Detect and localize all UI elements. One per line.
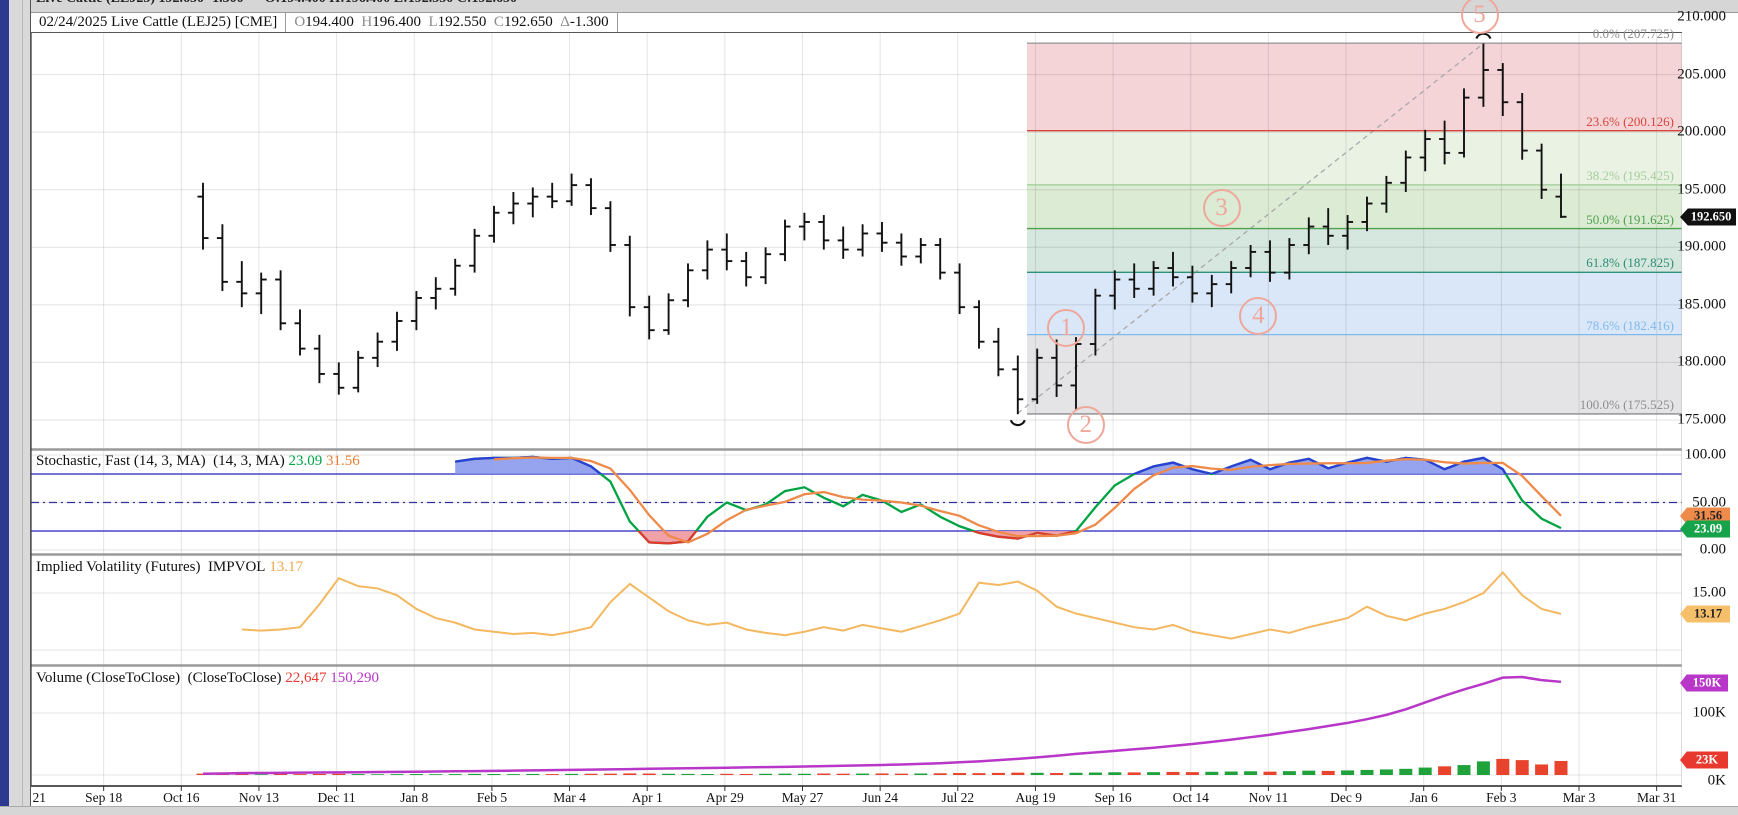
- delta-label: Δ: [560, 14, 570, 30]
- date-axis-label: Oct 16: [163, 790, 200, 805]
- date-axis-label: Feb 3: [1486, 790, 1517, 805]
- quote-date-instrument-cell: 02/24/2025 Live Cattle (LEJ25) [CME]: [31, 13, 287, 32]
- date-axis-label: May 27: [781, 790, 824, 805]
- low-value: 192.550: [437, 14, 487, 30]
- date-axis-label: Mar 3: [1562, 790, 1596, 805]
- price-axis-label: 175.000: [1677, 411, 1726, 428]
- date-axis-label: Apr 29: [705, 790, 744, 805]
- price-axis-label: 200.000: [1677, 123, 1726, 140]
- implied-vol-panel-header: Implied Volatility (Futures) IMPVOL 13.1…: [36, 559, 303, 576]
- fibonacci-level-label: 23.6% (200.126): [1586, 113, 1674, 129]
- price-axis-label: 190.000: [1677, 238, 1726, 255]
- elliott-wave-label[interactable]: 3: [1202, 189, 1241, 228]
- fibonacci-level-label: 50.0% (191.625): [1586, 211, 1674, 227]
- implied-vol-axis-label: 15.00: [1692, 584, 1726, 601]
- price-axis-label: 210.000: [1677, 8, 1726, 25]
- price-axis-label: 195.000: [1677, 181, 1726, 198]
- window-title-text: Live Cattle (LEJ25) 192.650 -1.300 O:194…: [36, 0, 517, 7]
- quote-empty-cell: [618, 13, 1682, 32]
- elliott-wave-label[interactable]: 2: [1066, 405, 1105, 444]
- elliott-wave-label[interactable]: 1: [1047, 308, 1086, 347]
- elliott-wave-label[interactable]: 4: [1239, 297, 1278, 336]
- implied-vol-code: IMPVOL: [207, 559, 266, 575]
- volume-axis-label: 0K: [1707, 772, 1726, 789]
- quote-ohlc-cell: O 194.400 H 196.400 L 192.550 C 192.650 Δ -1.…: [286, 13, 618, 32]
- cumulative-volume-value: 150,290: [330, 670, 380, 686]
- bottom-chrome-strip: [0, 806, 1738, 815]
- date-axis-label: Aug 19: [1015, 790, 1056, 805]
- high-value: 196.400: [372, 14, 421, 30]
- date-axis-label: Apr 1: [631, 790, 663, 805]
- date-axis-label: Jul 22: [941, 790, 975, 805]
- fibonacci-level-label: 38.2% (195.425): [1586, 167, 1674, 183]
- date-axis-label: Jan 6: [1409, 790, 1438, 805]
- right-axis-column: [1682, 13, 1738, 806]
- delta-value: -1.300: [569, 14, 609, 30]
- quote-instrument: Live Cattle (LEJ25) [CME]: [111, 14, 278, 30]
- open-value: 194.400: [305, 14, 354, 30]
- close-label: C: [493, 14, 504, 30]
- date-axis-label: Feb 5: [476, 790, 508, 805]
- stochastic-d-value: 31.56: [326, 453, 360, 469]
- cumulative-volume-badge: 150K: [1680, 674, 1728, 692]
- date-axis-label: Jun 24: [862, 790, 898, 805]
- volume-panel-header: Volume (CloseToClose) (CloseToClose) 22,…: [36, 670, 379, 687]
- volume-params: (CloseToClose): [187, 670, 282, 686]
- quote-header-row: 02/24/2025 Live Cattle (LEJ25) [CME] O 19…: [31, 13, 1682, 33]
- volume-value: 22,647: [285, 670, 327, 686]
- date-axis-label: Mar 31: [1636, 790, 1677, 805]
- volume-axis-label: 100K: [1692, 704, 1726, 721]
- stochastic-params: (14, 3, MA): [213, 453, 285, 469]
- stochastic-panel-header: Stochastic, Fast (14, 3, MA) (14, 3, MA)…: [36, 453, 360, 470]
- stochastic-axis-label: 100.00: [1684, 446, 1726, 463]
- left-edge-strip: [0, 0, 9, 815]
- date-axis-label: Sep 18: [85, 790, 123, 805]
- date-axis-label: Dec 11: [317, 790, 356, 805]
- fibonacci-level-label: 0.0% (207.725): [1592, 26, 1674, 42]
- stochastic-k-badge: 23.09: [1680, 520, 1730, 538]
- volume-title: Volume (CloseToClose): [36, 670, 181, 686]
- high-label: H: [361, 14, 373, 30]
- low-label: L: [428, 14, 438, 30]
- price-axis-label: 180.000: [1677, 353, 1726, 370]
- stochastic-axis-label: 50.00: [1692, 494, 1726, 510]
- date-axis-label: Nov 13: [238, 790, 279, 805]
- stochastic-title: Stochastic, Fast (14, 3, MA): [36, 453, 206, 469]
- implied-vol-title: Implied Volatility (Futures): [36, 559, 201, 575]
- elliott-wave-label[interactable]: 5: [1460, 0, 1499, 34]
- date-axis-label: Dec 9: [1330, 790, 1362, 805]
- open-label: O: [294, 14, 306, 30]
- last-price-badge: 192.650: [1680, 208, 1736, 226]
- volume-badge: 23K: [1680, 751, 1728, 769]
- stochastic-k-value: 23.09: [288, 453, 323, 469]
- date-axis-label: Sep 16: [1094, 790, 1132, 805]
- implied-vol-value: 13.17: [269, 559, 303, 575]
- left-margin-strip: [9, 0, 31, 815]
- date-axis-label: Jan 8: [400, 790, 429, 805]
- window-title-strip: Live Cattle (LEJ25) 192.650 -1.300 O:194…: [0, 0, 1738, 13]
- price-axis-label: 205.000: [1677, 66, 1726, 83]
- fibonacci-level-label: 78.6% (182.416): [1586, 317, 1674, 333]
- date-axis-label: Oct 14: [1172, 790, 1209, 805]
- fibonacci-level-label: 100.0% (175.525): [1579, 396, 1674, 412]
- close-value: 192.650: [503, 14, 553, 30]
- price-axis-label: 185.000: [1677, 296, 1726, 313]
- implied-vol-badge: 13.17: [1680, 605, 1730, 623]
- stochastic-d-badge: 31.56: [1680, 507, 1730, 525]
- date-axis-label: Mar 4: [553, 790, 586, 805]
- quote-date: 02/24/2025: [39, 14, 108, 30]
- date-axis-label: Nov 11: [1248, 790, 1289, 805]
- fibonacci-level-label: 61.8% (187.825): [1586, 255, 1674, 271]
- stochastic-axis-label: 0.00: [1699, 541, 1726, 558]
